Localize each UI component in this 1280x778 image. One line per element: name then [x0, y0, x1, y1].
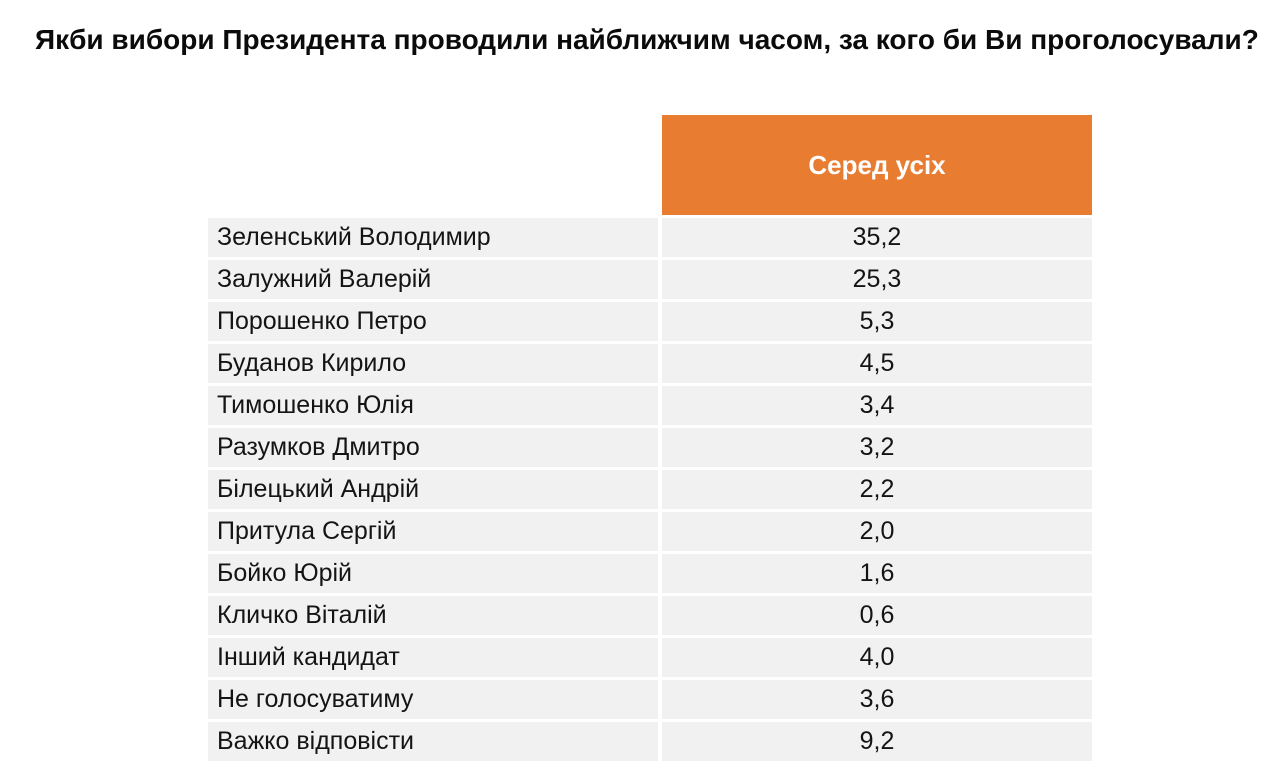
candidate-value: 4,0: [662, 638, 1092, 677]
column-header-among-all: Серед усіх: [662, 115, 1092, 215]
header-spacer: [208, 115, 658, 215]
candidate-name: Буданов Кирило: [208, 344, 658, 383]
candidate-name: Порошенко Петро: [208, 302, 658, 341]
candidate-name: Кличко Віталій: [208, 596, 658, 635]
candidate-name: Бойко Юрій: [208, 554, 658, 593]
candidate-name: Інший кандидат: [208, 638, 658, 677]
candidate-value: 0,6: [662, 596, 1092, 635]
candidate-value: 25,3: [662, 260, 1092, 299]
candidate-name: Залужний Валерій: [208, 260, 658, 299]
candidate-name: Тимошенко Юлія: [208, 386, 658, 425]
candidate-value: 9,2: [662, 722, 1092, 761]
candidate-name: Важко відповісти: [208, 722, 658, 761]
candidate-name: Не голосуватиму: [208, 680, 658, 719]
candidate-value: 3,6: [662, 680, 1092, 719]
candidate-value: 4,5: [662, 344, 1092, 383]
candidate-value: 3,4: [662, 386, 1092, 425]
candidate-name: Разумков Дмитро: [208, 428, 658, 467]
poll-title: Якби вибори Президента проводили найближ…: [35, 24, 1259, 55]
candidate-value: 5,3: [662, 302, 1092, 341]
candidate-name: Притула Сергій: [208, 512, 658, 551]
candidate-value: 1,6: [662, 554, 1092, 593]
candidate-value: 2,0: [662, 512, 1092, 551]
candidate-name: Білецький Андрій: [208, 470, 658, 509]
candidate-value: 2,2: [662, 470, 1092, 509]
candidate-value: 35,2: [662, 218, 1092, 257]
candidate-value: 3,2: [662, 428, 1092, 467]
candidate-name: Зеленський Володимир: [208, 218, 658, 257]
poll-table: Серед усіх Зеленський Володимир 35,2 Зал…: [208, 115, 1092, 761]
